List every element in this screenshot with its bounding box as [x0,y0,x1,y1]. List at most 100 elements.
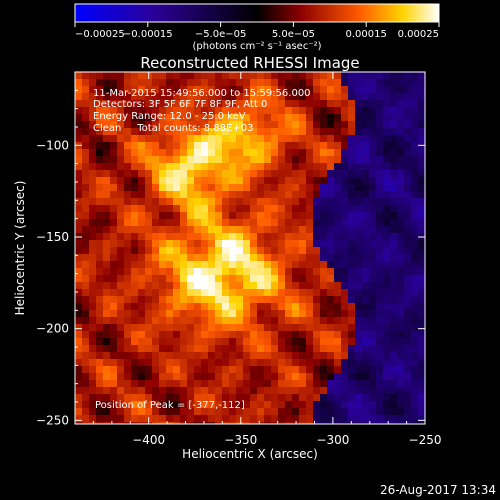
heatmap-cell [138,142,146,150]
heatmap-cell [124,317,132,325]
heatmap-cell [75,107,83,115]
heatmap-cell [243,121,251,129]
heatmap-cell [334,233,342,241]
heatmap-cell [208,422,216,424]
heatmap-cell [404,289,412,297]
heatmap-cell [180,310,188,318]
heatmap-cell [75,394,83,402]
heatmap-cell [313,170,321,178]
heatmap-cell [173,261,181,269]
heatmap-cell [355,296,363,304]
heatmap-cell [110,177,118,185]
heatmap-cell [278,380,286,388]
heatmap-cell [243,359,251,367]
heatmap-cell [299,282,307,290]
heatmap-cell [383,387,391,395]
heatmap-cell [334,394,342,402]
heatmap-cell [320,275,328,283]
heatmap-cell [89,331,97,339]
heatmap-cell [341,261,349,269]
heatmap-cell [369,191,377,199]
heatmap-cell [96,415,104,423]
heatmap-cell [117,212,125,220]
heatmap-cell [89,324,97,332]
heatmap-cell [306,198,314,206]
heatmap-cell [187,191,195,199]
heatmap-cell [194,380,202,388]
heatmap-cell [243,219,251,227]
heatmap-cell [320,345,328,353]
heatmap-cell [110,86,118,94]
heatmap-cell [103,247,111,255]
heatmap-cell [180,72,188,80]
heatmap-cell [236,247,244,255]
heatmap-cell [194,149,202,157]
heatmap-cell [194,93,202,101]
heatmap-cell [236,163,244,171]
heatmap-cell [152,72,160,80]
heatmap-cell [313,394,321,402]
heatmap-cell [152,233,160,241]
heatmap-cell [257,303,265,311]
heatmap-cell [243,338,251,346]
heatmap-cell [320,387,328,395]
heatmap-cell [131,331,139,339]
heatmap-cell [299,296,307,304]
heatmap-cell [313,100,321,108]
heatmap-cell [75,331,83,339]
heatmap-cell [131,205,139,213]
heatmap-cell [306,72,314,80]
heatmap-cell [75,128,83,136]
heatmap-cell [215,86,223,94]
heatmap-cell [138,359,146,367]
heatmap-cell [292,282,300,290]
heatmap-cell [138,268,146,276]
heatmap-cell [341,338,349,346]
heatmap-cell [362,303,370,311]
heatmap-cell [208,142,216,150]
heatmap-cell [369,324,377,332]
heatmap-cell [390,240,398,248]
heatmap-cell [159,93,167,101]
heatmap-cell [404,268,412,276]
heatmap-cell [278,254,286,262]
colorbar-tick-label: −0.00025 [75,29,125,40]
heatmap-cell [404,149,412,157]
heatmap-cell [201,331,209,339]
heatmap-cell [215,79,223,87]
heatmap-cell [397,177,405,185]
heatmap-cell [327,142,335,150]
heatmap-cell [159,100,167,108]
heatmap-cell [145,359,153,367]
heatmap-cell [306,338,314,346]
heatmap-cell [334,422,342,424]
heatmap-cell [82,100,90,108]
heatmap-cell [327,359,335,367]
heatmap-cell [404,303,412,311]
heatmap-cell [250,296,258,304]
heatmap-cell [292,296,300,304]
heatmap-cell [110,317,118,325]
heatmap-cell [180,296,188,304]
heatmap-cell [313,317,321,325]
heatmap-cell [418,149,425,157]
heatmap-cell [187,198,195,206]
heatmap-cell [327,240,335,248]
heatmap-cell [187,401,195,409]
heatmap-cell [180,394,188,402]
heatmap-cell [173,373,181,381]
heatmap-cell [166,415,174,423]
heatmap-cell [201,93,209,101]
heatmap-cell [236,205,244,213]
heatmap-cell [243,296,251,304]
heatmap-cell [187,338,195,346]
heatmap-cell [159,296,167,304]
heatmap-cell [383,373,391,381]
heatmap-cell [271,289,279,297]
heatmap-cell [250,135,258,143]
heatmap-cell [404,219,412,227]
heatmap-cell [313,331,321,339]
heatmap-cell [257,268,265,276]
heatmap-cell [250,394,258,402]
heatmap-cell [82,254,90,262]
